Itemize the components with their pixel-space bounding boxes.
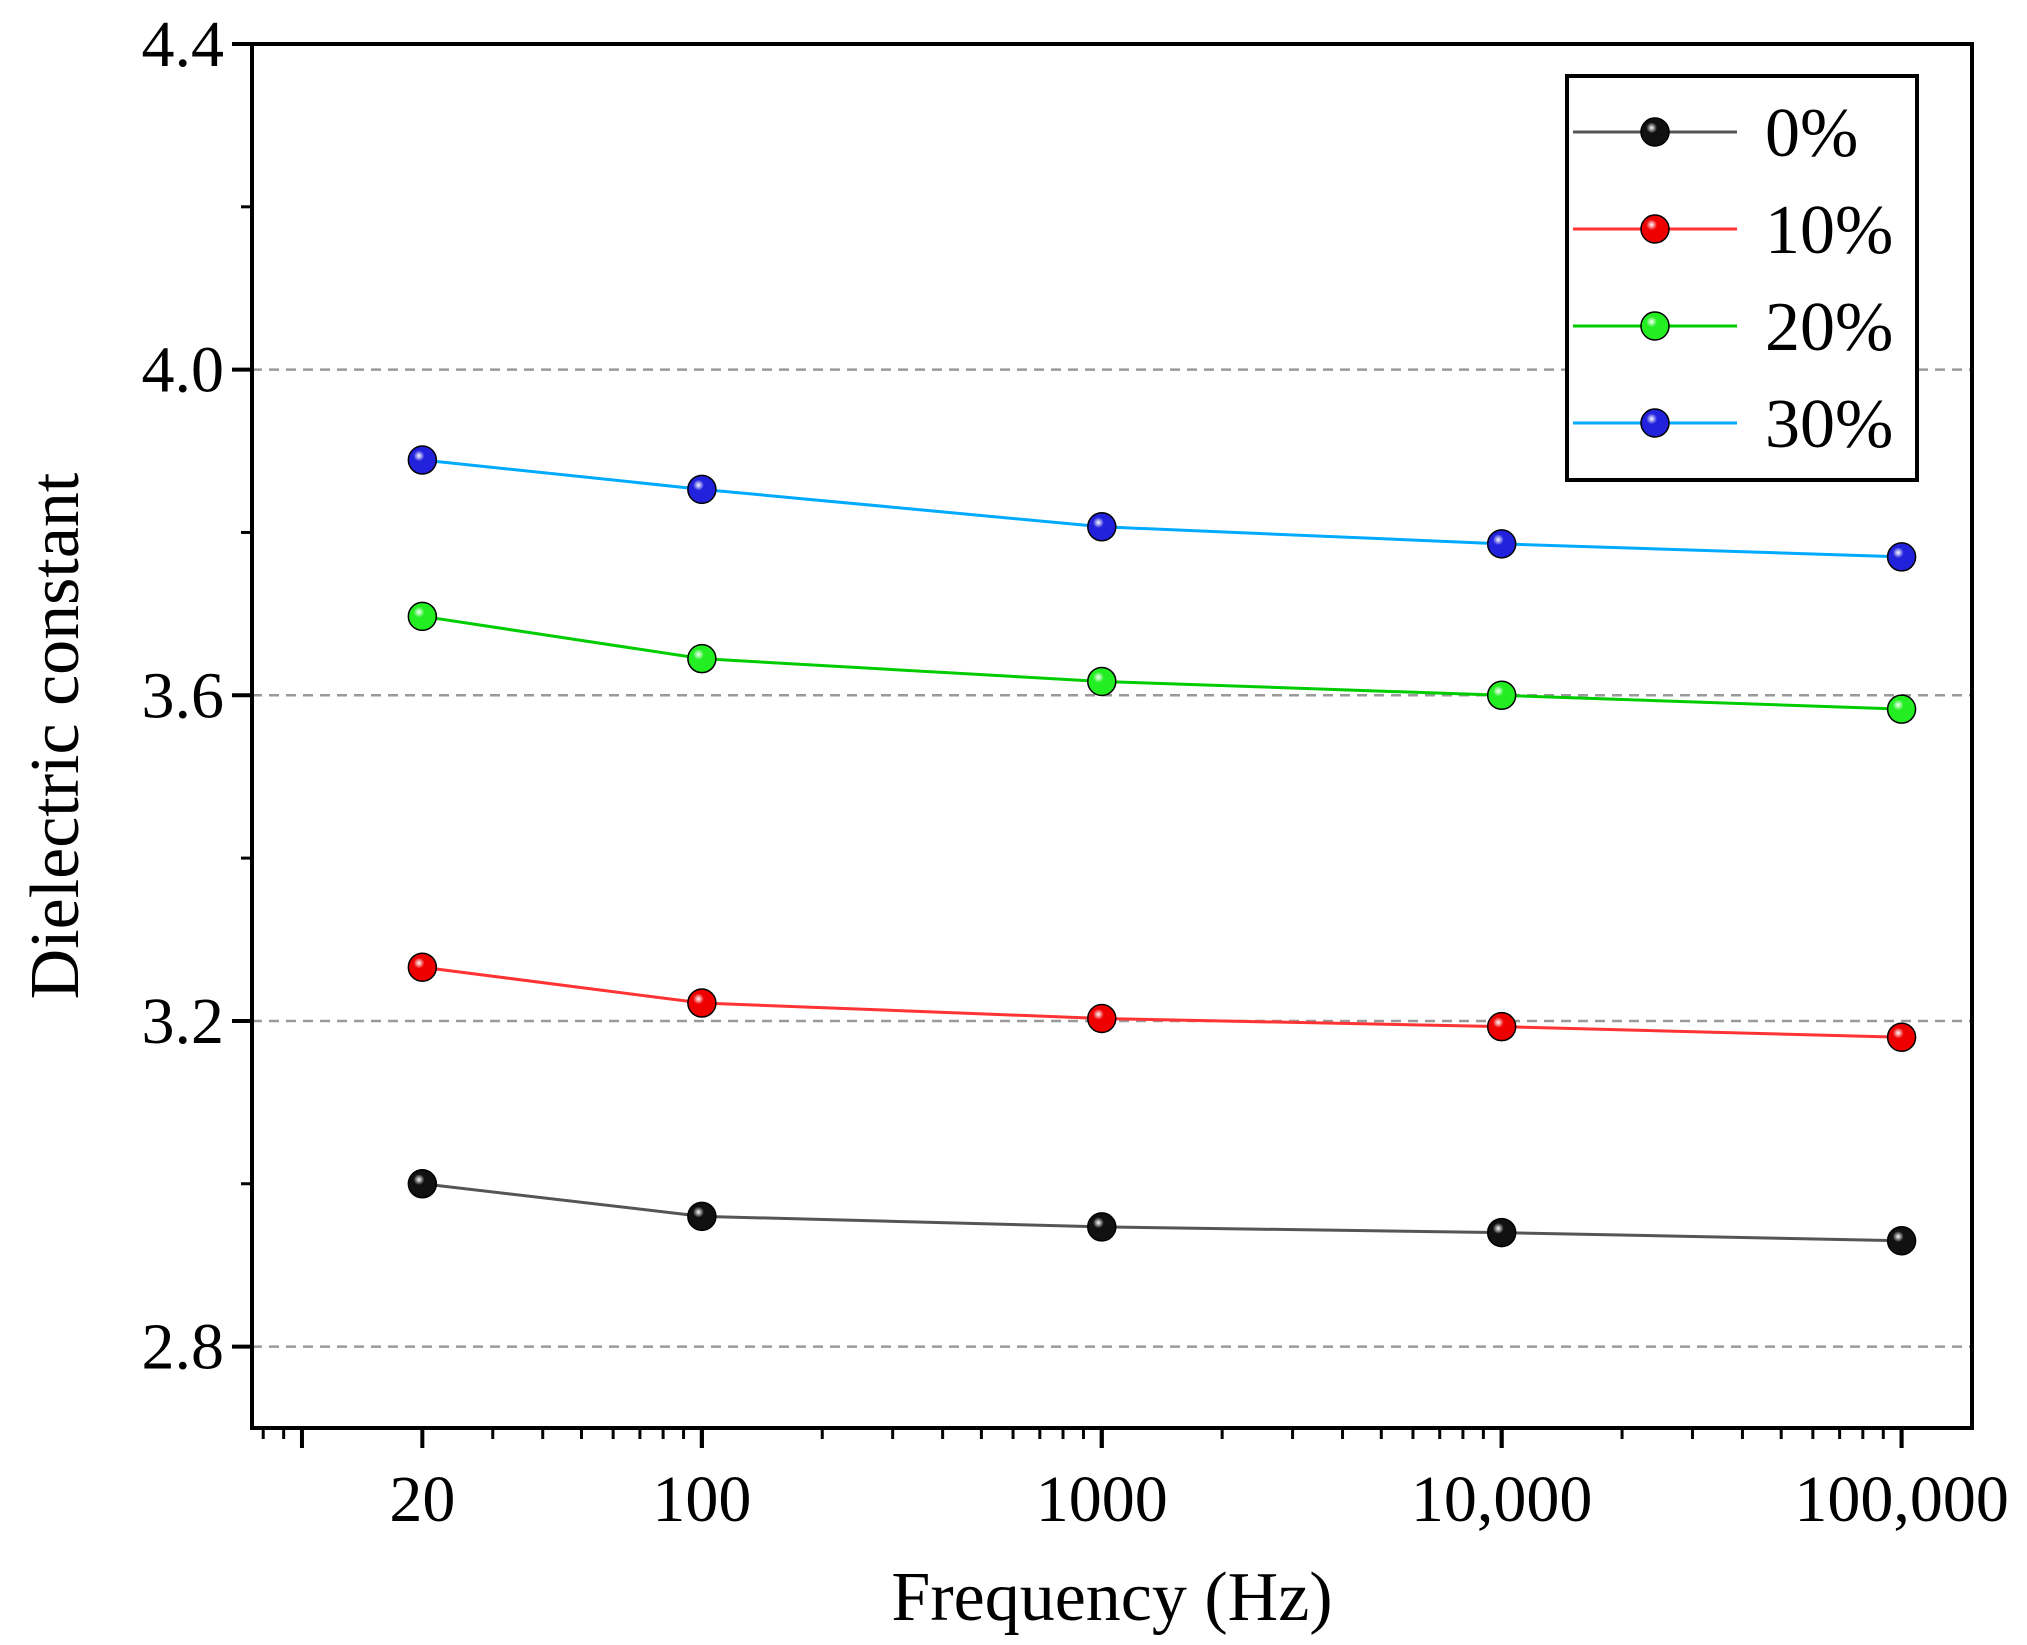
x-tick-label: 100,000 xyxy=(1794,1463,2009,1536)
data-point xyxy=(1087,1003,1117,1034)
data-point xyxy=(407,445,438,475)
x-tick-label: 20 xyxy=(389,1463,455,1536)
legend-marker-1 xyxy=(1640,214,1670,244)
data-point xyxy=(1886,542,1917,572)
series-line-0 xyxy=(422,1182,1902,1243)
data-point xyxy=(1886,1022,1917,1052)
data-point xyxy=(407,1169,438,1199)
x-tick-label: 100 xyxy=(652,1463,751,1536)
data-point xyxy=(687,643,717,674)
data-point xyxy=(1886,694,1917,724)
data-point xyxy=(687,474,717,505)
data-point xyxy=(407,601,438,632)
axis-layer: 2.8 3.2 3.6 4.0 4.4 20 100 1000 10,000 100,000 xyxy=(142,8,2009,1536)
legend-marker-0 xyxy=(1640,117,1670,147)
data-point xyxy=(1087,1212,1117,1242)
data-point xyxy=(1486,680,1517,711)
y-axis-label: Dielectric constant xyxy=(17,472,94,999)
series-layer xyxy=(407,445,1917,1256)
plot-frame xyxy=(250,42,1974,1430)
data-point xyxy=(1087,666,1117,697)
data-point xyxy=(1886,1226,1917,1256)
legend-box xyxy=(1565,74,1919,482)
legend: 0% 10% 20% 30% xyxy=(1565,74,1919,482)
data-point xyxy=(407,952,438,982)
x-tick-label: 10,000 xyxy=(1411,1463,1593,1536)
legend-label-2: 20% xyxy=(1765,289,1893,366)
x-tick-label: 1000 xyxy=(1036,1463,1168,1536)
series-line-1 xyxy=(422,965,1902,1039)
x-axis-label: Frequency (Hz) xyxy=(891,1559,1332,1636)
y-tick-label: 4.0 xyxy=(142,334,225,407)
legend-marker-3 xyxy=(1640,408,1670,438)
data-point xyxy=(1486,1011,1517,1042)
data-point xyxy=(1087,512,1117,542)
y-tick-label: 3.2 xyxy=(142,985,225,1058)
data-point xyxy=(687,1201,717,1232)
y-tick-label: 2.8 xyxy=(142,1311,225,1384)
legend-label-0: 0% xyxy=(1765,95,1858,172)
y-tick-label: 3.6 xyxy=(142,659,225,732)
y-tick-label: 4.4 xyxy=(142,8,225,81)
legend-label-1: 10% xyxy=(1765,192,1893,269)
legend-marker-2 xyxy=(1640,311,1670,341)
legend-label-3: 30% xyxy=(1765,386,1893,463)
data-point xyxy=(1486,1217,1517,1248)
data-point xyxy=(687,988,717,1018)
data-point xyxy=(1486,529,1517,559)
